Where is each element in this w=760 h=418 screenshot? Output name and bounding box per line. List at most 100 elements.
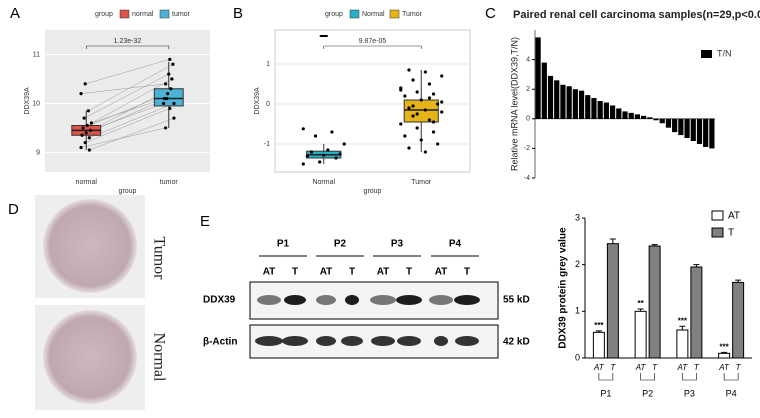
lane-label: AT <box>377 267 390 278</box>
pair-line <box>85 108 170 143</box>
legend-label: Normal <box>362 11 385 18</box>
blot-band <box>396 295 422 305</box>
point <box>436 142 440 146</box>
bar <box>606 243 619 359</box>
point <box>170 77 174 81</box>
blot-band <box>370 295 396 305</box>
significance-bracket <box>85 45 170 49</box>
bar <box>592 331 605 359</box>
bar-label: AT <box>635 363 647 372</box>
point <box>342 142 346 146</box>
ihc-label: Normal <box>150 333 167 382</box>
point <box>168 106 172 110</box>
legend-title: group <box>325 11 343 18</box>
x-tick-label: Tumor <box>411 179 432 186</box>
point <box>440 100 444 104</box>
y-tick-label: 11 <box>33 51 40 58</box>
ihc-core <box>43 310 137 404</box>
lane-label: AT <box>320 267 333 278</box>
x-axis-label: group <box>364 188 382 195</box>
bar <box>535 37 541 119</box>
y-axis-label: DDX39A <box>254 87 261 115</box>
blot-band <box>257 295 281 305</box>
bar <box>676 329 689 359</box>
point <box>411 104 415 108</box>
blot-band <box>429 295 453 305</box>
panel-letter: B <box>233 5 243 22</box>
point <box>427 82 432 86</box>
y-tick-label: -4 <box>524 175 530 182</box>
patient-label: P3 <box>391 239 404 250</box>
point <box>399 88 403 92</box>
bar <box>648 245 661 359</box>
point <box>169 87 173 91</box>
point <box>162 96 167 101</box>
point <box>88 128 93 132</box>
patient-label: P4 <box>449 239 462 250</box>
point <box>301 162 305 166</box>
y-tick-label: -1 <box>264 141 270 148</box>
point <box>407 68 411 72</box>
bar <box>541 62 547 119</box>
significance-bracket <box>323 45 422 49</box>
point <box>87 136 91 140</box>
bar <box>641 115 647 119</box>
y-tick-label: 1 <box>575 306 580 316</box>
point <box>407 146 411 150</box>
significance: *** <box>594 321 604 330</box>
blot-band <box>345 295 359 305</box>
point <box>423 108 427 112</box>
legend-label: normal <box>132 11 154 18</box>
y-tick-label: 1 <box>266 61 270 68</box>
legend-title: group <box>95 11 113 18</box>
point <box>313 134 318 138</box>
blot-band <box>255 336 283 346</box>
point <box>83 141 87 145</box>
x-tick-label: P2 <box>642 388 653 398</box>
error-bar <box>595 330 602 333</box>
bar <box>591 98 597 119</box>
bar <box>696 118 703 144</box>
point <box>161 101 166 106</box>
point <box>419 138 423 142</box>
lane-label: T <box>349 267 355 278</box>
point <box>82 116 86 120</box>
bar <box>585 95 591 119</box>
bar-label: AT <box>677 363 689 372</box>
y-tick-label: 2 <box>575 259 580 269</box>
point <box>411 114 415 118</box>
y-axis-label: DDX39A <box>24 87 31 115</box>
legend-swatch <box>711 210 724 221</box>
bar <box>732 281 745 359</box>
y-tick-label: 9 <box>36 149 40 156</box>
x-tick-label: P3 <box>684 388 695 398</box>
point <box>89 121 94 125</box>
legend-swatch <box>159 9 170 19</box>
point <box>403 94 407 98</box>
point <box>326 148 330 152</box>
size-label: 42 kD <box>503 337 530 348</box>
error-bar <box>679 325 686 330</box>
point <box>415 126 419 130</box>
point <box>334 156 338 160</box>
size-label: 55 kD <box>503 295 530 306</box>
bar-label: T <box>610 363 616 372</box>
p-value: 1.23e-32 <box>114 38 142 45</box>
blot-band <box>397 336 421 346</box>
bar <box>547 75 554 119</box>
bar <box>603 102 609 119</box>
point <box>440 110 444 114</box>
point <box>168 57 172 61</box>
y-tick-label: 0 <box>575 352 580 362</box>
point <box>407 106 411 110</box>
blot-band <box>454 295 480 305</box>
bar <box>703 118 709 147</box>
pair-bracket <box>723 373 739 381</box>
error-bar <box>609 238 616 244</box>
point <box>436 102 440 106</box>
blot-band <box>316 295 336 305</box>
point <box>166 92 170 96</box>
bar <box>709 118 715 149</box>
point <box>79 92 83 96</box>
